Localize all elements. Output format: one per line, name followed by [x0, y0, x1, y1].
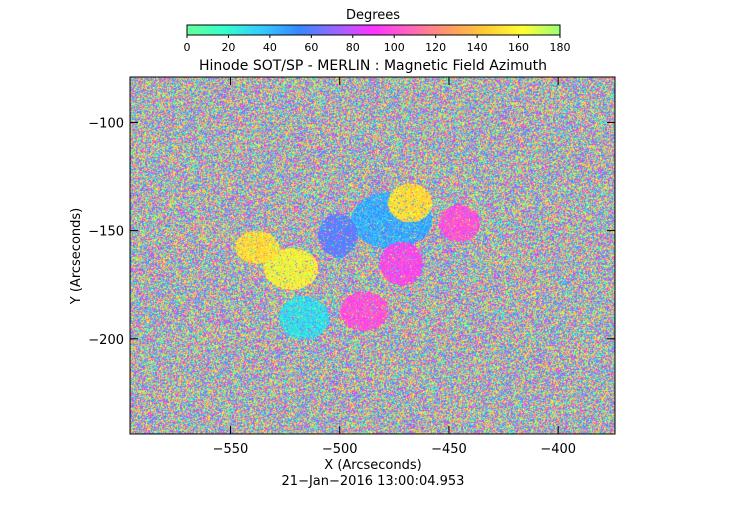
colorbar	[186, 24, 561, 36]
plot-frame	[129, 76, 616, 435]
y-axis-label: Y (Arcseconds)	[69, 208, 84, 305]
x-tick-label: −500	[322, 442, 358, 457]
x-tick-label: −450	[431, 442, 467, 457]
y-axis-ticks: −100 −150 −200	[88, 116, 615, 348]
y-tick-label: −150	[88, 225, 124, 240]
plot-area	[129, 76, 616, 435]
x-axis-label: X (Arcseconds)	[324, 458, 421, 473]
colorbar-ticks: 0 20 40 60 80 100 120 140 160 180	[184, 35, 571, 54]
x-tick-label: −550	[213, 442, 249, 457]
colorbar-tick-label: 40	[263, 41, 277, 54]
colorbar-tick-label: 60	[304, 41, 318, 54]
chart-title: Hinode SOT/SP - MERLIN : Magnetic Field …	[199, 58, 547, 74]
colorbar-tick-label: 180	[550, 41, 571, 54]
timestamp-footer: 21−Jan−2016 13:00:04.953	[282, 474, 465, 489]
colorbar-tick-label: 140	[467, 41, 488, 54]
x-axis-ticks: −550 −500 −450 −400	[213, 77, 576, 457]
colorbar-tick-label: 20	[221, 41, 235, 54]
x-tick-label: −400	[540, 442, 576, 457]
azimuth-map	[130, 77, 615, 434]
colorbar-tick-label: 120	[425, 41, 446, 54]
y-tick-label: −100	[88, 116, 124, 131]
colorbar-tick-label: 160	[508, 41, 529, 54]
colorbar-tick-label: 80	[346, 41, 360, 54]
colorbar-tick-label: 100	[384, 41, 405, 54]
colorbar-label: Degrees	[346, 8, 400, 23]
y-tick-label: −200	[88, 333, 124, 348]
colorbar-tick-label: 0	[184, 41, 191, 54]
